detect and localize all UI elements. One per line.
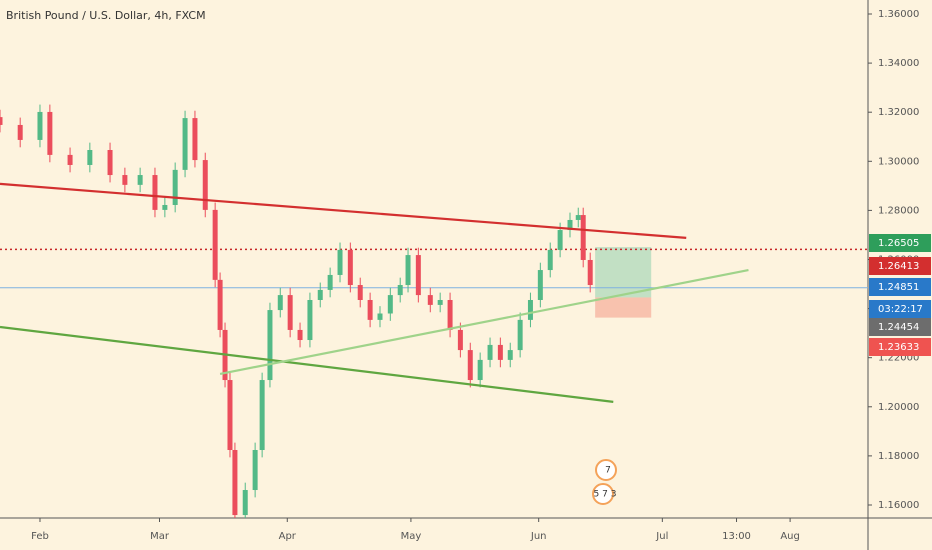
- candle-body: [517, 319, 523, 351]
- candle-body: [317, 289, 323, 300]
- candle-body: [267, 310, 273, 381]
- x-tick-label: Feb: [31, 531, 49, 542]
- price-badge-label: 1.26413: [878, 261, 919, 272]
- candle-body: [17, 124, 23, 140]
- candle-body: [497, 344, 503, 360]
- candle-body: [217, 279, 223, 330]
- candle-body: [327, 274, 333, 290]
- candle-body: [457, 329, 463, 351]
- plot-area: [0, 104, 868, 518]
- event-icon: [592, 483, 614, 505]
- x-tick-label: Jun: [530, 531, 547, 542]
- y-tick-label: 1.28000: [878, 205, 919, 216]
- x-tick-label: Apr: [279, 531, 297, 542]
- stop-zone: [595, 297, 652, 318]
- candle-body: [405, 255, 411, 286]
- candle-body: [242, 490, 248, 516]
- candle-body: [137, 175, 143, 185]
- price-badge-label: 1.26505: [878, 238, 919, 249]
- candle-body: [87, 149, 93, 165]
- candle-body: [259, 380, 265, 450]
- candle-body: [67, 154, 73, 165]
- candle-body: [557, 230, 563, 250]
- y-tick-label: 1.18000: [878, 451, 919, 462]
- candle-body: [202, 160, 208, 210]
- candle-body: [357, 285, 363, 300]
- price-badge: [869, 234, 931, 252]
- chart-title: British Pound / U.S. Dollar, 4h, FXCM: [6, 9, 206, 22]
- candle-body: [287, 295, 293, 330]
- candle-body: [172, 169, 178, 205]
- candle-body: [467, 350, 473, 381]
- candle-body: [387, 295, 393, 314]
- y-tick-label: 1.36000: [878, 9, 919, 20]
- price-badge-label: 1.24454: [878, 322, 919, 333]
- trend-line: [0, 325, 614, 403]
- y-tick-label: 1.22000: [878, 353, 919, 364]
- price-badge: [869, 278, 931, 296]
- candle-body: [477, 359, 483, 381]
- candle-body: [580, 215, 586, 260]
- candle-body: [182, 118, 188, 170]
- x-tick-label: May: [401, 531, 422, 542]
- candle-body: [507, 350, 513, 360]
- candle-body: [0, 117, 3, 125]
- candle-body: [547, 249, 553, 271]
- x-tick-label: Aug: [780, 531, 800, 542]
- price-badge-label: 03:22:17: [878, 304, 923, 315]
- y-tick-label: 1.16000: [878, 500, 919, 511]
- price-badge-label: 1.23633: [878, 342, 919, 353]
- candle-body: [212, 209, 218, 280]
- price-badge: [869, 318, 931, 336]
- price-badge: [869, 257, 931, 275]
- candle-body: [47, 111, 53, 155]
- candle-body: [297, 329, 303, 341]
- trend-line: [219, 268, 749, 375]
- y-tick-label: 1.30000: [878, 156, 919, 167]
- candle-body: [192, 118, 198, 161]
- candle-body: [347, 249, 353, 286]
- candle-body: [377, 313, 383, 320]
- candle-body: [232, 449, 238, 516]
- candle-body: [122, 175, 128, 185]
- candle-body: [537, 270, 543, 300]
- candle-body: [307, 299, 313, 341]
- event-icon: [595, 459, 617, 481]
- candle-body: [427, 295, 433, 305]
- candle-body: [277, 295, 283, 311]
- candle-body: [227, 380, 233, 450]
- trend-line: [0, 182, 687, 239]
- candle-body: [37, 111, 43, 140]
- candle-body: [567, 219, 573, 231]
- candle-body: [337, 249, 343, 275]
- target-zone: [595, 247, 652, 298]
- y-tick-label: 1.34000: [878, 58, 919, 69]
- candle-body: [152, 175, 158, 210]
- x-tick-label: 13:00: [722, 531, 751, 542]
- candle-body: [437, 299, 443, 305]
- candle-body: [487, 344, 493, 360]
- y-tick-label: 1.20000: [878, 402, 919, 413]
- event-label: 5 7 3: [594, 490, 617, 500]
- x-tick-label: Mar: [150, 531, 170, 542]
- candle-body: [587, 259, 593, 286]
- event-label: 7: [605, 466, 611, 476]
- price-badge: [869, 338, 931, 356]
- candle-body: [415, 255, 421, 296]
- price-badge: [869, 300, 931, 318]
- candle-body: [252, 449, 258, 491]
- y-tick-label: 1.32000: [878, 107, 919, 118]
- candle-body: [162, 204, 168, 210]
- candle-body: [447, 299, 453, 330]
- candle-body: [107, 149, 113, 176]
- candle-body: [397, 285, 403, 296]
- candle-body: [367, 299, 373, 320]
- candle-body: [575, 215, 581, 220]
- price-badge-label: 1.24851: [878, 282, 919, 293]
- candle-body: [527, 299, 533, 320]
- x-tick-label: Jul: [655, 531, 668, 542]
